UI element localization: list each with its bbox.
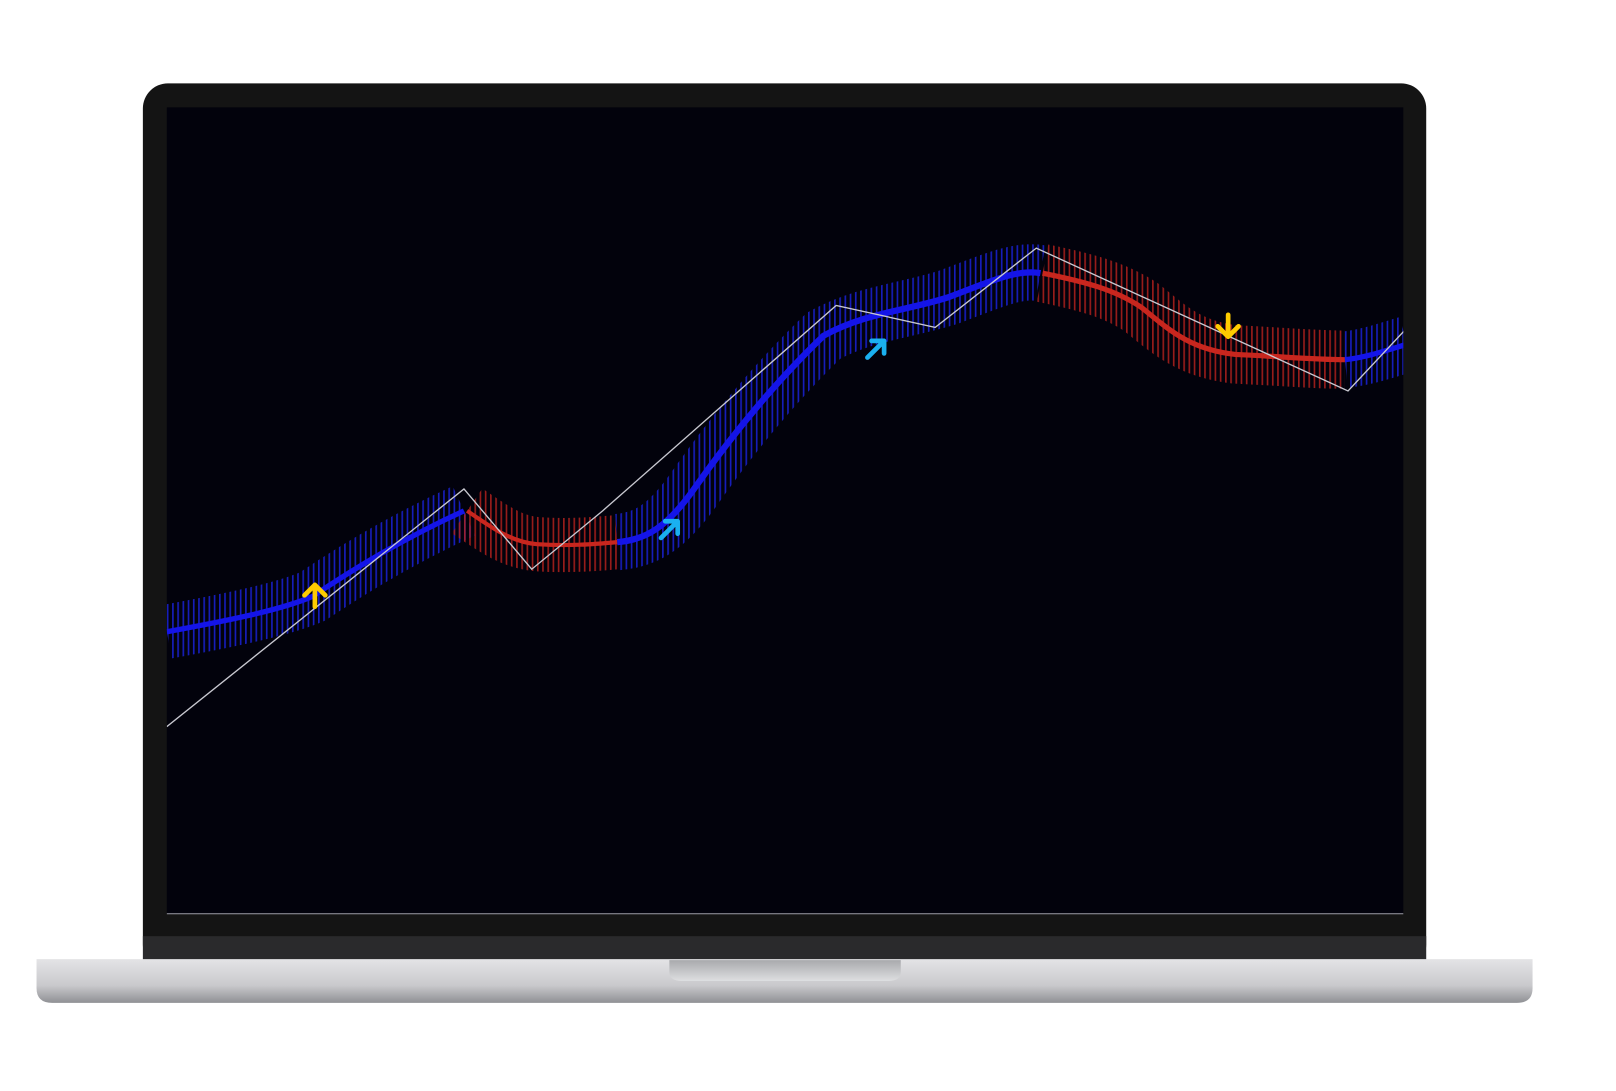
trend-line-up — [1344, 342, 1404, 363]
zigzag-line — [166, 247, 1404, 728]
laptop-notch — [669, 960, 901, 982]
buy-arrow — [302, 582, 328, 610]
price-chart — [166, 244, 1404, 728]
signal-arrow — [658, 518, 681, 541]
signal-arrow — [865, 338, 887, 360]
trend-line-up — [616, 269, 1042, 546]
trend-line-down — [1042, 270, 1345, 363]
sell-arrow — [1215, 312, 1241, 340]
laptop-hinge — [142, 936, 1427, 962]
screen — [166, 107, 1404, 914]
trend-line-down — [465, 509, 618, 548]
